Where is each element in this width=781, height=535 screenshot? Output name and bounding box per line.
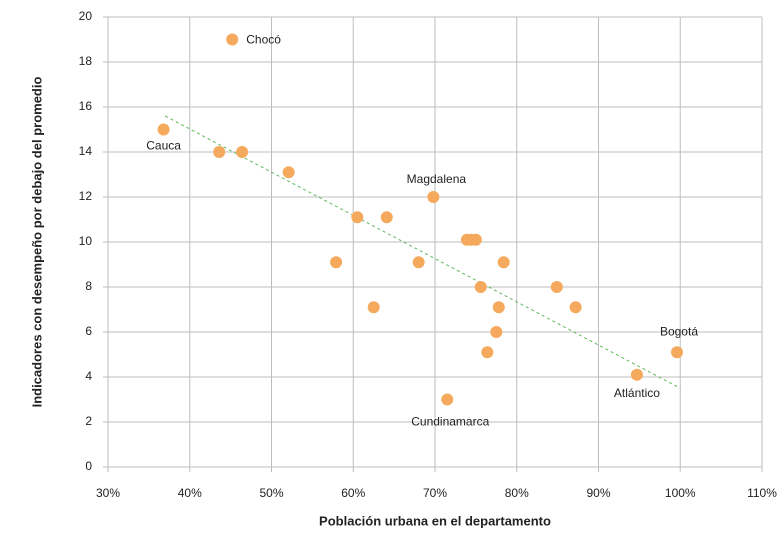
point-label: Cauca — [146, 139, 181, 153]
point — [550, 281, 563, 293]
point — [282, 166, 295, 179]
y-tick-label: 6 — [85, 324, 92, 338]
y-tick-label: 16 — [79, 99, 93, 113]
point — [481, 346, 494, 359]
x-tick-label: 40% — [178, 486, 202, 500]
point — [380, 211, 393, 224]
y-tick-label: 20 — [79, 9, 93, 23]
x-tick-label: 110% — [747, 486, 777, 500]
x-tick-label: 70% — [423, 486, 447, 500]
x-tick-label: 30% — [96, 486, 120, 500]
x-tick-label: 100% — [665, 486, 696, 500]
x-axis-title: Población urbana en el departamento — [319, 513, 551, 528]
point — [569, 301, 582, 314]
point — [330, 256, 343, 269]
point — [351, 211, 364, 224]
point — [236, 146, 249, 158]
y-tick-label: 2 — [85, 414, 92, 428]
point — [630, 368, 643, 381]
y-tick-label: 4 — [85, 369, 92, 383]
y-tick-label: 0 — [85, 459, 92, 473]
point — [427, 191, 440, 203]
point — [226, 33, 239, 46]
point-label: Cundinamarca — [411, 415, 489, 429]
point — [492, 301, 505, 314]
trendline — [164, 115, 681, 389]
x-tick-label: 60% — [341, 486, 365, 500]
point — [670, 346, 683, 359]
point — [213, 146, 226, 158]
y-tick-label: 12 — [79, 189, 93, 203]
y-tick-label: 10 — [79, 234, 93, 248]
point-label: Chocó — [246, 33, 281, 47]
point — [412, 256, 425, 269]
point — [469, 233, 482, 246]
y-tick-label: 14 — [79, 144, 93, 158]
point-label: Bogotá — [660, 324, 698, 338]
x-tick-label: 80% — [505, 486, 529, 500]
y-axis-title: Indicadores con desempeño por debajo del… — [29, 77, 44, 408]
x-tick-label: 50% — [259, 486, 283, 500]
x-tick-label: 90% — [586, 486, 610, 500]
point — [497, 256, 510, 269]
point — [490, 326, 503, 338]
point — [441, 393, 454, 406]
point — [367, 301, 380, 314]
point — [157, 123, 170, 136]
y-tick-label: 18 — [79, 54, 93, 68]
point-label: Atlántico — [614, 386, 660, 400]
y-tick-label: 8 — [85, 279, 92, 293]
point — [474, 281, 487, 293]
point-label: Magdalena — [407, 172, 467, 186]
